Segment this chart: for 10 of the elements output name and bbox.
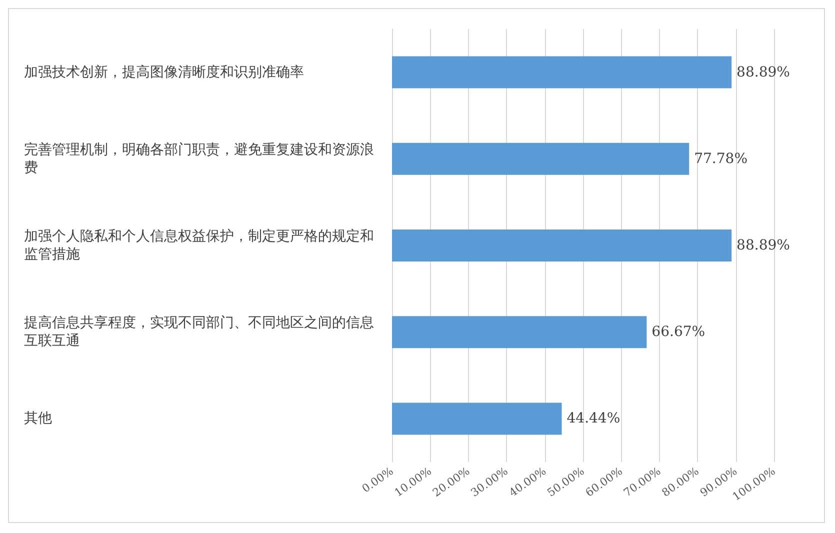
y-tick-label: 提高信息共享程度，实现不同部门、不同地区之间的信息互联互通: [24, 315, 374, 350]
data-label: 88.89%: [736, 238, 790, 254]
y-tick-label: 加强技术创新，提高图像清晰度和识别准确率: [24, 64, 304, 80]
y-tick-label: 完善管理机制，明确各部门职责，避免重复建设和资源浪费: [24, 140, 374, 176]
data-label: 66.67%: [652, 324, 706, 340]
data-label: 44.44%: [566, 410, 620, 427]
data-label: 77.78%: [694, 150, 748, 167]
data-label: 88.89%: [736, 64, 790, 80]
y-tick-label: 其他: [24, 410, 52, 427]
y-tick-label: 加强个人隐私和个人信息权益保护，制定更严格的规定和监管措施: [24, 228, 374, 262]
